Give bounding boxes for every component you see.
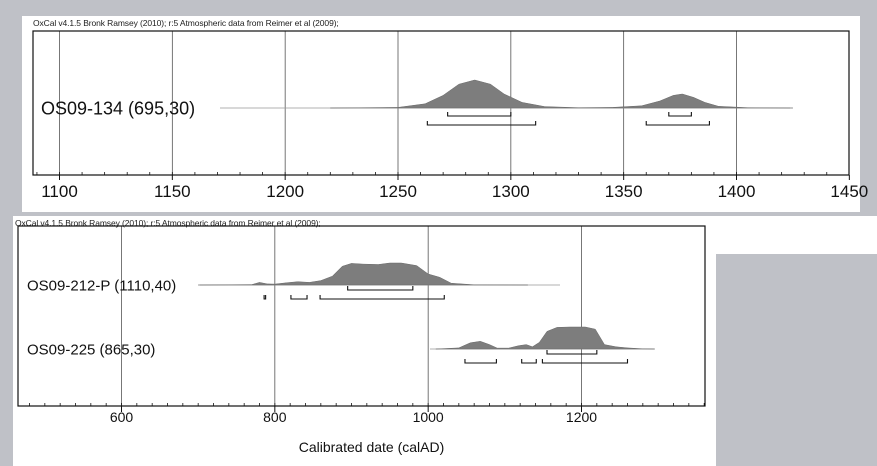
tick-label-0-3: 1250: [379, 182, 417, 201]
tick-label-0-6: 1400: [718, 182, 756, 201]
plot-frame-1: [17, 225, 706, 407]
plot-frame-0: [32, 30, 850, 176]
density-area-1-0: [198, 262, 528, 286]
density-area-1-1: [435, 326, 655, 350]
series-label-0-0: OS09-134 (695,30): [41, 98, 195, 118]
tick-label-0-5: 1350: [605, 182, 643, 201]
range95-bracket-1-0-0: [263, 295, 267, 300]
range95-bracket-1-0-1: [290, 295, 308, 300]
chart-credit-bottom: OxCal v4.1.5 Bronk Ramsey (2010); r:5 At…: [15, 218, 321, 228]
range68-bracket-1-0-0: [347, 286, 414, 291]
density-area-0-0: [330, 79, 793, 109]
tick-label-0-7: 1450: [830, 182, 868, 201]
tick-label-0-0: 1100: [41, 182, 78, 201]
chart-credit-top: OxCal v4.1.5 Bronk Ramsey (2010); r:5 At…: [33, 18, 339, 28]
tick-label-1-3: 1200: [566, 409, 597, 425]
tick-label-1-0: 600: [110, 409, 134, 425]
tick-label-1-1: 800: [263, 409, 287, 425]
tick-label-0-2: 1200: [266, 182, 304, 201]
tick-label-0-1: 1150: [154, 182, 191, 201]
series-label-1-0: OS09-212-P (1110,40): [27, 277, 176, 294]
range95-bracket-0-0-0: [426, 121, 537, 126]
x-axis-label-1: Calibrated date (calAD): [299, 439, 445, 455]
range68-bracket-1-1-0: [546, 350, 598, 355]
tick-label-1-2: 1000: [413, 409, 444, 425]
series-label-1-1: OS09-225 (865,30): [27, 341, 155, 358]
range95-bracket-1-1-2: [541, 359, 629, 364]
panel-corner: [716, 216, 877, 254]
tick-label-0-4: 1300: [492, 182, 530, 201]
range68-bracket-0-0-0: [447, 112, 512, 117]
chart-panel-top: [22, 16, 860, 212]
range95-bracket-1-0-2: [319, 295, 445, 300]
range95-bracket-0-0-1: [645, 121, 710, 126]
range95-bracket-1-1-0: [464, 359, 497, 364]
range95-bracket-1-1-1: [521, 359, 537, 364]
range68-bracket-0-0-1: [668, 112, 692, 117]
